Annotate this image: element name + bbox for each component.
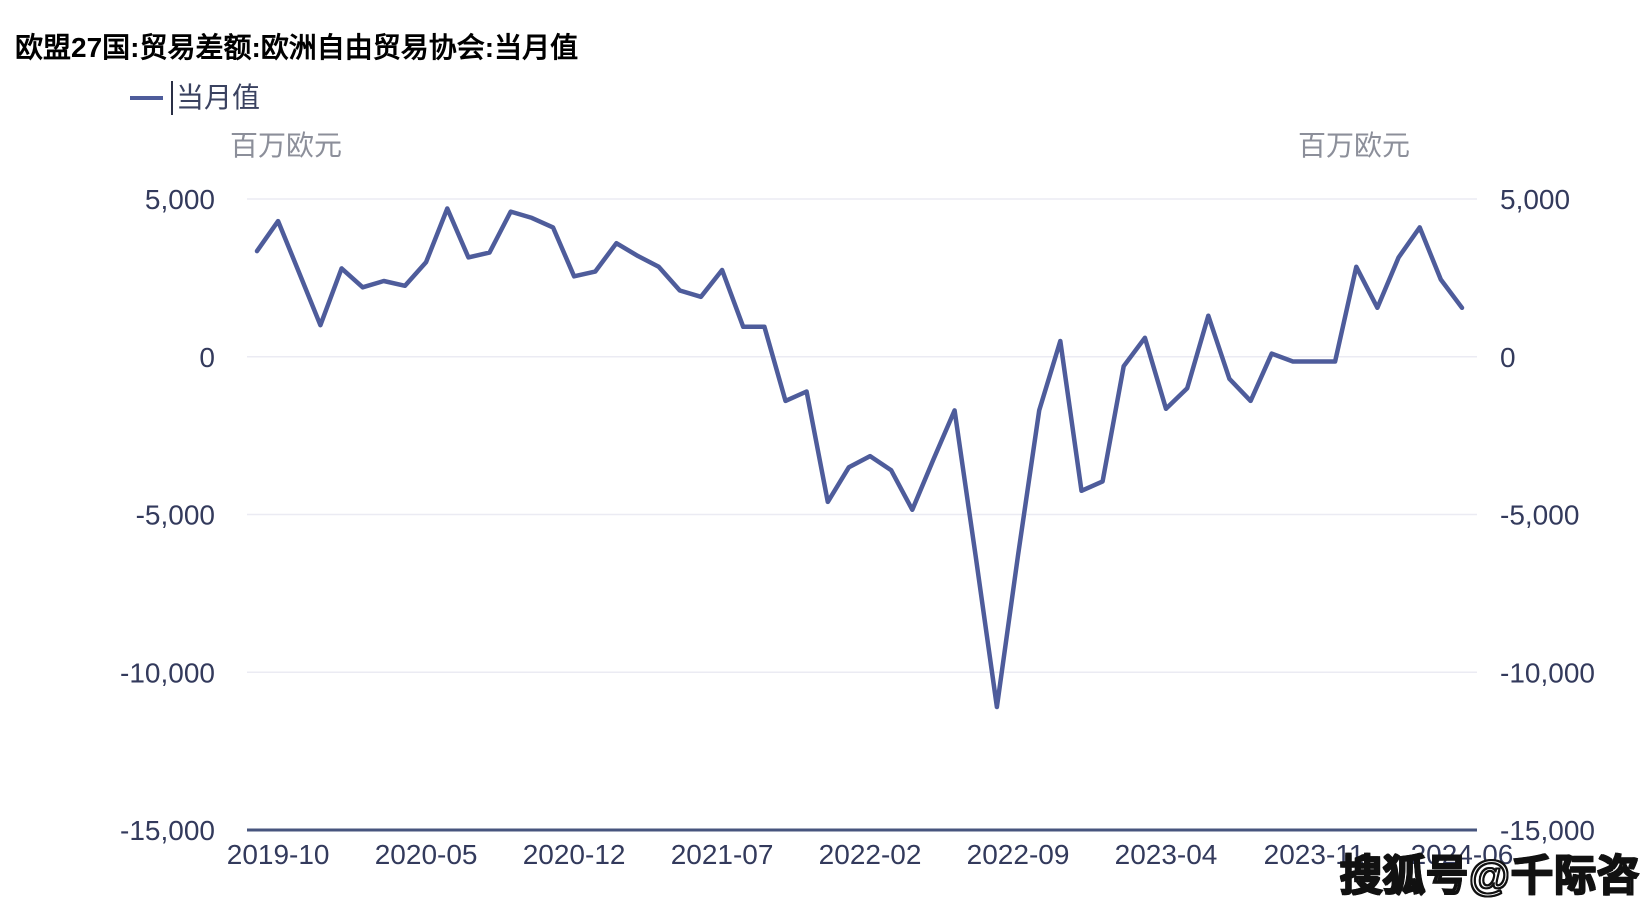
page-title: 欧盟27国:贸易差额:欧洲自由贸易协会:当月值 xyxy=(15,32,579,63)
y-tick-label-left: 0 xyxy=(199,342,215,373)
x-tick-label: 2024-06 xyxy=(1411,839,1514,870)
x-tick-label: 2021-07 xyxy=(671,839,774,870)
y-tick-label-right: 5,000 xyxy=(1500,184,1570,215)
x-tick-label: 2023-04 xyxy=(1115,839,1218,870)
y-tick-label-left: -5,000 xyxy=(136,500,215,531)
y-tick-label-right: 0 xyxy=(1500,342,1516,373)
x-tick-label: 2020-12 xyxy=(523,839,626,870)
legend: 当月值 xyxy=(130,81,261,115)
y-tick-label-right: -15,000 xyxy=(1500,815,1595,846)
legend-line-marker-icon xyxy=(130,96,163,100)
x-tick-label: 2022-02 xyxy=(819,839,922,870)
y-tick-label-left: -10,000 xyxy=(120,657,215,688)
series-line xyxy=(254,206,1465,710)
y-tick-label-left: 5,000 xyxy=(145,184,215,215)
legend-caret xyxy=(171,81,173,115)
x-tick-label: 2023-11 xyxy=(1264,839,1365,870)
legend-label: 当月值 xyxy=(176,82,261,113)
x-tick-label: 2019-10 xyxy=(227,839,330,870)
x-tick-label: 2022-09 xyxy=(967,839,1070,870)
y-axis-unit-left: 百万欧元 xyxy=(230,130,343,161)
watermark: 搜狐号@千际咨询 xyxy=(1339,851,1640,900)
x-tick-label: 2020-05 xyxy=(375,839,478,870)
y-tick-label-right: -10,000 xyxy=(1500,657,1595,688)
y-tick-label-left: -15,000 xyxy=(120,815,215,846)
y-axis-unit-right: 百万欧元 xyxy=(1298,130,1411,161)
y-tick-label-right: -5,000 xyxy=(1500,500,1579,531)
